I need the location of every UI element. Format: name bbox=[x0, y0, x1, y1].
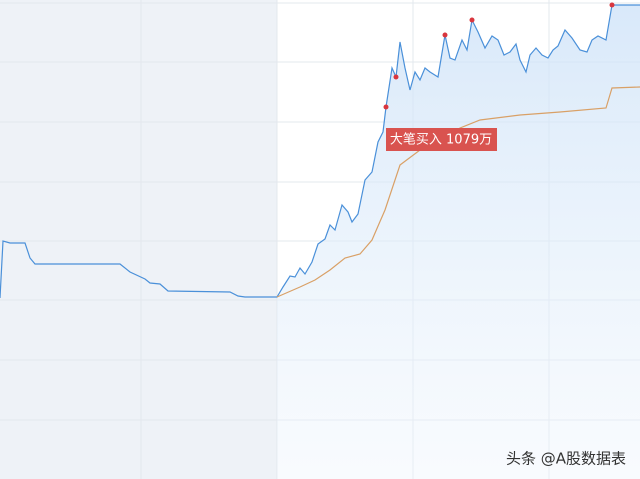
highlight-point bbox=[469, 17, 475, 23]
highlight-point bbox=[442, 32, 448, 38]
pre-session-shade bbox=[0, 0, 277, 479]
line bbox=[276, 86, 640, 298]
highlight-point bbox=[383, 104, 389, 110]
annotation: 大笔买入 1079万 bbox=[390, 132, 492, 148]
watermark: 头条 @A股数据表 bbox=[506, 450, 626, 468]
highlight-point bbox=[393, 74, 399, 80]
annotation-box bbox=[386, 128, 497, 151]
line bbox=[0, 4, 640, 299]
highlight-point bbox=[609, 2, 615, 8]
area bbox=[277, 5, 640, 479]
